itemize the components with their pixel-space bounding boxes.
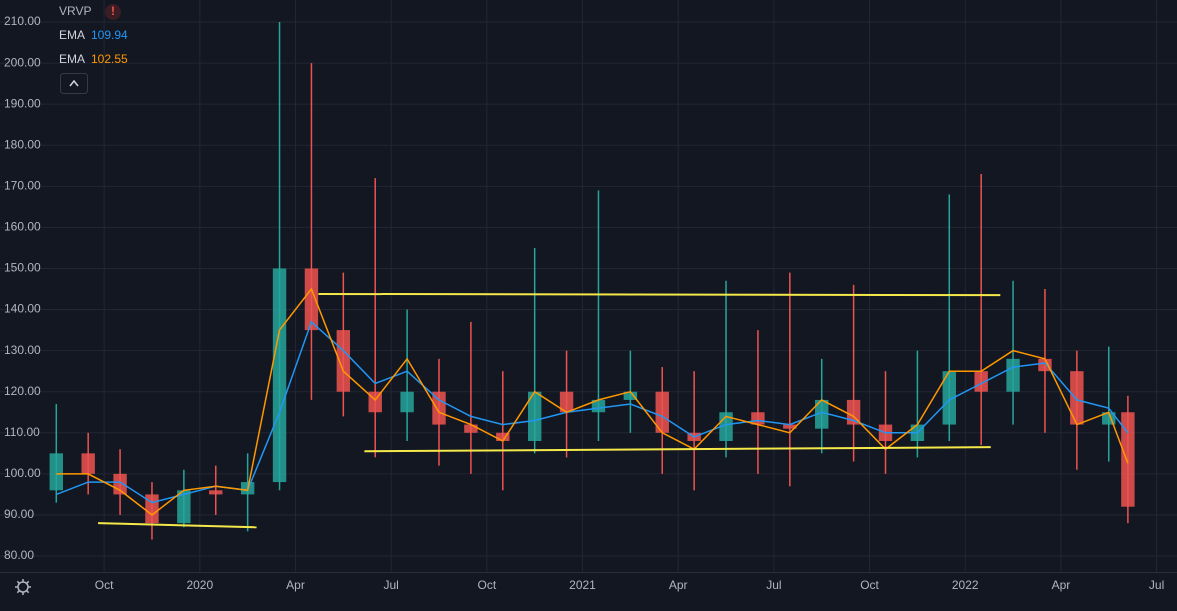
y-tick-label: 200.00: [4, 55, 41, 69]
x-tick-label: Jul: [1149, 578, 1164, 592]
gear-teeth: [15, 579, 31, 595]
y-tick-label: 110.00: [4, 425, 40, 439]
x-tick-label: 2020: [186, 578, 213, 592]
y-tick-label: 100.00: [4, 466, 41, 480]
candle-body: [432, 391, 446, 425]
y-tick-label: 120.00: [4, 384, 41, 398]
y-tick-label: 90.00: [4, 507, 34, 521]
settings-button[interactable]: [15, 579, 31, 595]
legend-value: 102.55: [91, 52, 128, 66]
candle-body: [783, 424, 797, 429]
legend-name[interactable]: EMA: [59, 52, 85, 66]
y-tick-label: 80.00: [4, 548, 34, 562]
x-tick-label: Apr: [286, 578, 305, 592]
y-tick-label: 130.00: [4, 343, 41, 357]
candle-body: [400, 391, 414, 413]
y-tick-label: 140.00: [4, 302, 41, 316]
candle-body: [942, 371, 956, 425]
y-tick-label: 160.00: [4, 220, 41, 234]
candle-body: [974, 371, 988, 392]
y-tick-label: 190.00: [4, 96, 41, 110]
trend-line: [318, 292, 1001, 297]
x-tick-label: Apr: [669, 578, 688, 592]
candle-body: [846, 399, 861, 425]
legend: VRVP ! EMA 109.94 EMA 102.55: [59, 4, 128, 94]
candle-body: [1070, 371, 1084, 425]
warning-icon[interactable]: [105, 4, 121, 20]
candle-body: [272, 268, 287, 483]
x-tick-label: Oct: [478, 578, 497, 592]
y-tick-label: 170.00: [4, 178, 41, 192]
candle-body: [623, 391, 638, 400]
plot: [49, 22, 1135, 540]
candle-body: [336, 330, 351, 392]
candle-body: [209, 490, 223, 495]
indicator-name[interactable]: VRVP: [59, 4, 91, 18]
ema-line: [56, 287, 1129, 516]
candle-body: [496, 432, 510, 442]
x-tick-label: Oct: [860, 578, 879, 592]
trend-line: [98, 522, 257, 529]
candle-body: [1121, 412, 1135, 507]
y-tick-label: 210.00: [4, 14, 41, 28]
x-tick-label: Oct: [95, 578, 114, 592]
collapse-icon: [69, 79, 79, 87]
candle-body: [49, 453, 63, 491]
candle-body: [655, 391, 669, 433]
collapse-button[interactable]: [60, 73, 88, 94]
x-tick-label: Jul: [766, 578, 781, 592]
x-tick-label: 2022: [952, 578, 979, 592]
candle-body: [527, 391, 542, 442]
x-tick-label: Apr: [1052, 578, 1071, 592]
candle-body: [815, 399, 829, 429]
trend-line: [364, 446, 991, 453]
y-tick-label: 150.00: [4, 261, 41, 275]
x-tick-label: Jul: [383, 578, 398, 592]
grid: 80.00 90.00 100.00 110.00 120.00 130.00 140.00…: [0, 0, 1177, 592]
candle-body: [113, 473, 127, 495]
candle-body: [177, 490, 191, 524]
candle-body: [81, 453, 95, 474]
candle-body: [464, 424, 478, 433]
candle-body: [1038, 358, 1052, 372]
warning-mark: !: [111, 4, 115, 18]
legend-value: 109.94: [91, 28, 128, 42]
candle-body: [1006, 358, 1020, 392]
candle-body: [304, 268, 319, 331]
x-tick-label: 2021: [569, 578, 596, 592]
legend-name[interactable]: EMA: [59, 28, 85, 42]
y-tick-label: 180.00: [4, 137, 41, 151]
candle-body: [559, 391, 574, 413]
